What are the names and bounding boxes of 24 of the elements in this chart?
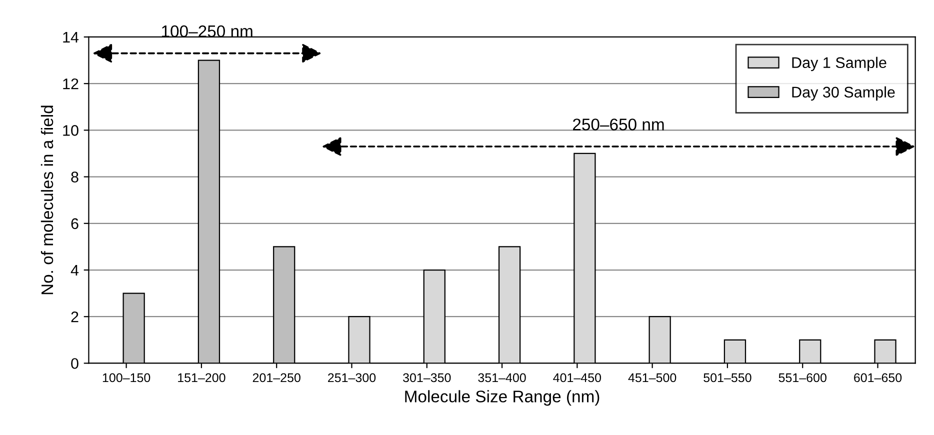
y-tick-label: 8 <box>71 172 78 182</box>
x-tick-label: 551–600 <box>778 373 826 382</box>
x-tick-label: 451–500 <box>628 373 676 382</box>
y-tick-label: 6 <box>71 218 78 230</box>
annotation: 250–650 nm <box>573 118 664 130</box>
x-tick-label: 401–450 <box>553 373 602 382</box>
legend-label: Day 30 Sample <box>792 86 895 101</box>
x-axis-title: Molecule Size Range (nm) <box>405 390 600 406</box>
x-tick-label: 501–550 <box>704 373 752 382</box>
x-tick-label: 201–250 <box>252 373 300 382</box>
y-tick-label: 12 <box>63 78 78 90</box>
x-tick-label: 601–650 <box>854 373 902 382</box>
y-tick-label: 10 <box>63 125 78 136</box>
x-tick-label: 100–150 <box>102 373 150 382</box>
x-tick-label: 351–400 <box>478 373 526 382</box>
y-tick-label: 0 <box>71 358 78 369</box>
y-tick-label: 4 <box>70 265 79 276</box>
x-tick-label: 301–350 <box>403 373 451 382</box>
y-tick-label: 2 <box>71 311 78 322</box>
legend-label: Day 1 Sample <box>792 56 886 72</box>
x-tick-label: 251–300 <box>328 373 376 382</box>
y-tick-label: 14 <box>63 32 79 43</box>
x-tick-label: 151–200 <box>178 373 226 382</box>
y-axis-title: No. of molecules in a field <box>40 106 54 294</box>
